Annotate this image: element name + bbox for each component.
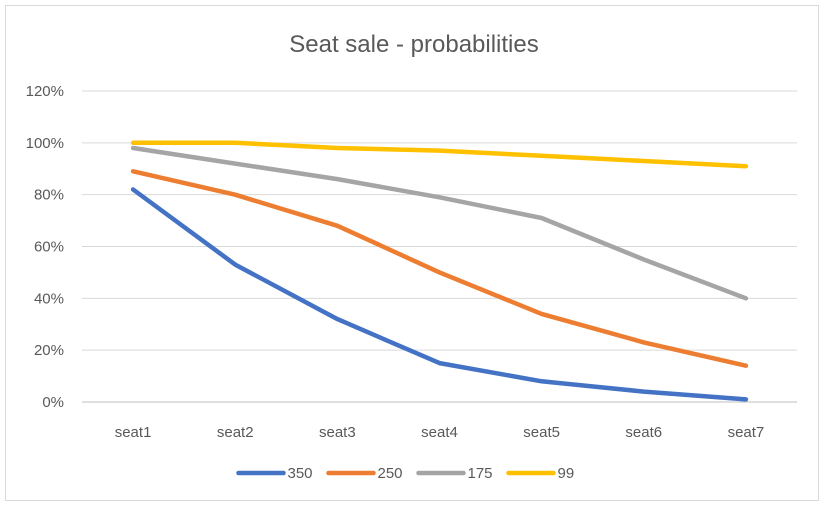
series-line-175 (130, 145, 749, 301)
y-tick-label: 100% (26, 135, 64, 152)
x-tick-label: seat2 (217, 424, 254, 441)
series-lines (130, 140, 749, 402)
series-line-350 (130, 187, 749, 402)
legend-label-350: 350 (288, 465, 313, 482)
legend-label-250: 250 (378, 465, 403, 482)
x-tick-label: seat3 (319, 424, 356, 441)
legend-label-99: 99 (558, 465, 575, 482)
x-tick-label: seat5 (523, 424, 560, 441)
series-line-250 (130, 169, 749, 368)
y-tick-label: 120% (26, 83, 64, 100)
x-tick-label: seat4 (421, 424, 458, 441)
legend-label-175: 175 (468, 465, 493, 482)
x-tick-label: seat1 (115, 424, 152, 441)
x-tick-label: seat6 (625, 424, 662, 441)
legend: 350 250 175 99 (236, 465, 575, 482)
y-tick-label: 60% (34, 239, 64, 256)
chart-title: Seat sale - probabilities (289, 31, 538, 58)
gridlines (82, 90, 797, 403)
y-tick-label: 0% (42, 394, 64, 411)
x-axis: seat1 seat2 seat3 seat4 seat5 seat6 seat7 (115, 424, 765, 441)
y-tick-label: 80% (34, 187, 64, 204)
y-tick-label: 20% (34, 342, 64, 359)
y-tick-label: 40% (34, 290, 64, 307)
chart-frame (5, 5, 819, 501)
series-line-99 (130, 140, 749, 169)
x-tick-label: seat7 (728, 424, 765, 441)
y-axis: 0% 20% 40% 60% 80% 100% 120% (26, 83, 64, 411)
